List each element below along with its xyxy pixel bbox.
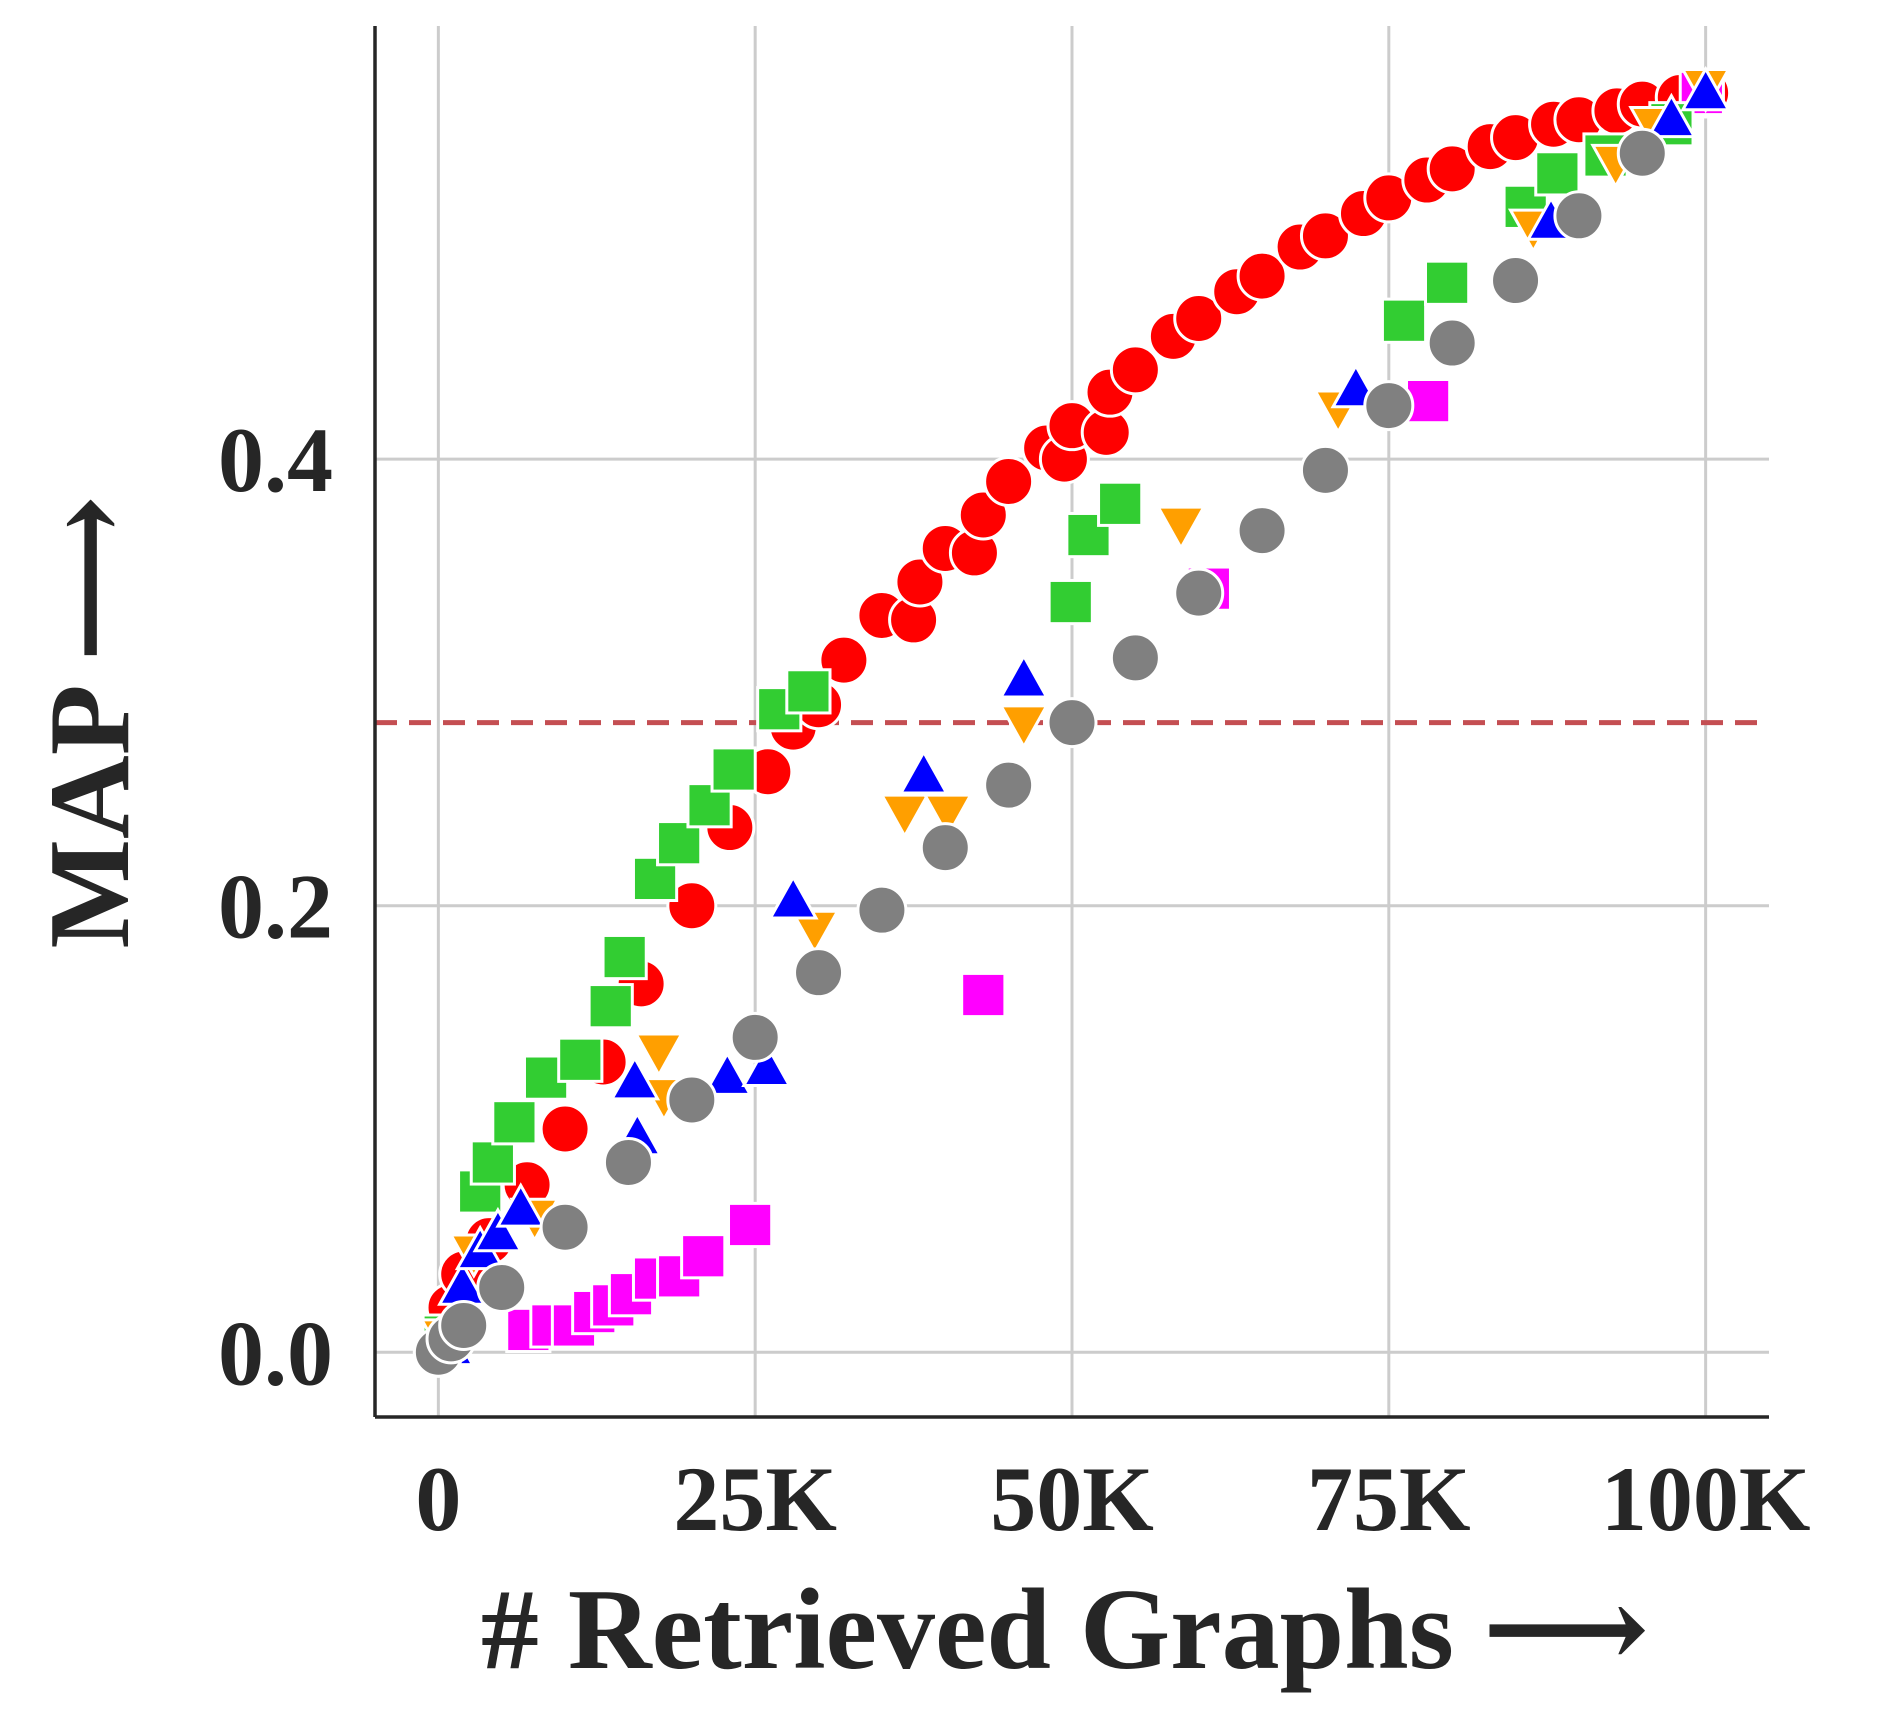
point — [476, 1262, 528, 1314]
point — [701, 1050, 753, 1096]
point — [1426, 143, 1478, 195]
point — [1299, 210, 1351, 262]
axes: 0 25K 50K 75K 100K 0.0 0.2 0.4 — [218, 26, 1810, 1550]
x-tick-label: 75K — [1307, 1448, 1471, 1550]
point — [1616, 127, 1668, 179]
point — [1046, 697, 1098, 749]
point — [1424, 259, 1471, 306]
point — [1490, 255, 1542, 307]
y-axis-label: MAP ⟶ — [26, 495, 154, 948]
x-tick-label: 0 — [415, 1448, 461, 1550]
point — [491, 1099, 538, 1146]
point — [680, 1233, 727, 1280]
point — [998, 653, 1050, 699]
point — [666, 1074, 718, 1126]
point — [1173, 567, 1225, 619]
point — [539, 1201, 591, 1253]
grid — [375, 26, 1769, 1417]
point — [1097, 480, 1144, 527]
point — [727, 1201, 774, 1249]
point — [898, 749, 950, 795]
point — [741, 1041, 792, 1087]
point — [1047, 578, 1094, 626]
point — [1109, 344, 1161, 396]
point — [983, 455, 1035, 507]
x-tick-label: 50K — [990, 1448, 1154, 1550]
point — [785, 668, 832, 715]
point — [1236, 505, 1288, 557]
point — [1363, 380, 1415, 432]
marks — [412, 65, 1732, 1378]
point — [1065, 511, 1112, 559]
point — [438, 1299, 490, 1351]
point — [998, 704, 1050, 750]
point — [1155, 505, 1207, 551]
point — [879, 793, 931, 840]
x-tick-label: 25K — [673, 1448, 837, 1550]
point — [557, 1036, 604, 1083]
point — [495, 1182, 547, 1228]
point — [919, 822, 971, 874]
point — [587, 983, 634, 1030]
point — [469, 1139, 516, 1186]
point — [631, 855, 679, 903]
point — [1173, 292, 1225, 344]
point — [789, 909, 841, 956]
point — [601, 933, 648, 981]
point — [922, 793, 974, 840]
point — [666, 880, 718, 932]
point — [729, 1011, 781, 1063]
point — [960, 971, 1007, 1019]
point — [793, 947, 845, 999]
point — [1236, 250, 1288, 302]
point — [1534, 150, 1581, 197]
point — [633, 1032, 685, 1078]
point — [818, 634, 870, 686]
y-tick-label: 0.2 — [218, 856, 333, 958]
point — [1380, 297, 1428, 344]
x-axis-label: # Retrieved Graphs ⟶ — [481, 1566, 1649, 1694]
point — [1553, 190, 1605, 242]
point — [602, 1136, 654, 1188]
point — [1299, 444, 1351, 496]
point — [1646, 92, 1697, 139]
point — [710, 746, 757, 793]
x-tick-label: 100K — [1601, 1448, 1811, 1550]
point — [656, 820, 703, 867]
y-tick-label: 0.0 — [218, 1302, 333, 1404]
point — [856, 884, 908, 936]
point — [1109, 632, 1161, 684]
point — [767, 874, 819, 920]
point — [1680, 65, 1731, 112]
point — [539, 1103, 591, 1155]
y-tick-label: 0.4 — [218, 409, 333, 511]
point — [983, 759, 1035, 811]
point — [609, 1055, 661, 1101]
point — [472, 1206, 524, 1253]
point — [1426, 317, 1478, 369]
